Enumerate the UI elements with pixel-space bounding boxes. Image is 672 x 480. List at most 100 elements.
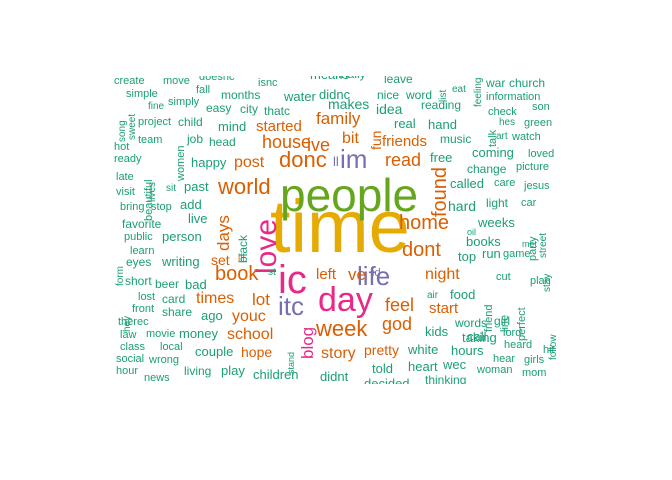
word-friends: friends <box>382 133 428 150</box>
word-god: god <box>382 314 413 334</box>
word-story: story <box>321 345 356 362</box>
word-girls: girls <box>524 354 545 366</box>
word-hours: hours <box>451 343 484 358</box>
word-call: call <box>467 329 487 344</box>
word-play: play <box>221 363 245 378</box>
word-ive: ive <box>307 135 331 155</box>
word-therec: therec <box>118 316 149 328</box>
word-read: read <box>385 150 422 170</box>
word-months: months <box>221 88 261 102</box>
word-doesnc: doesnc <box>199 76 235 83</box>
word-game: game <box>503 248 531 260</box>
word-class: class <box>120 341 146 353</box>
word-finally: finally <box>335 76 366 80</box>
word-short: short <box>125 274 152 288</box>
word-means: means <box>310 76 349 81</box>
word-children: children <box>253 367 299 382</box>
word-front: front <box>132 303 155 315</box>
word-black: black <box>236 235 250 264</box>
word-plan: plan <box>530 275 551 287</box>
word-happy: happy <box>191 155 227 170</box>
word-makes: makes <box>328 96 370 112</box>
word-writing: writing <box>162 254 200 269</box>
word-free: free <box>430 150 453 165</box>
word-nice: nice <box>377 88 400 102</box>
word-change: change <box>467 162 507 176</box>
word-movie: movie <box>146 328 176 340</box>
word-learn: learn <box>130 245 155 257</box>
word-ill: ill <box>238 253 245 264</box>
word-top: top <box>458 249 477 264</box>
word-book: book <box>215 263 259 285</box>
word-share: share <box>162 305 193 319</box>
word-project: project <box>138 116 172 128</box>
word-social: social <box>116 353 145 365</box>
word-war: war <box>486 76 506 90</box>
word-street: street <box>538 232 549 258</box>
word-sweet: sweet <box>127 113 138 140</box>
word-hand: hand <box>428 117 457 132</box>
word-feeling: feeling <box>473 77 484 107</box>
word-heard: heard <box>504 339 533 351</box>
word-called: called <box>450 176 484 191</box>
word-pretty: pretty <box>364 342 400 358</box>
word-son: son <box>532 101 550 113</box>
word-idea: idea <box>376 101 403 117</box>
word-house: house <box>262 132 312 152</box>
word-bring: bring <box>120 201 145 213</box>
word-women: women <box>175 145 187 181</box>
word-visit: visit <box>116 186 135 198</box>
word-care: care <box>494 177 516 189</box>
word-woman: woman <box>477 364 513 376</box>
word-blog: blog <box>298 327 317 360</box>
word-music: music <box>440 132 472 146</box>
word-stop: stop <box>151 201 172 213</box>
word-start: start <box>429 300 459 317</box>
word-water: water <box>284 89 316 104</box>
word-didnc: didnc <box>319 87 351 102</box>
word-school: school <box>227 326 274 343</box>
word-cloud-canvas: time people ic day love life im itc world donc hom… <box>112 76 568 384</box>
word-taking: taking <box>462 330 497 345</box>
word-job: job <box>187 132 204 146</box>
word-words: words <box>455 316 488 330</box>
word-night: night <box>425 266 460 283</box>
word-hour: hour <box>116 365 139 377</box>
word-heart: heart <box>408 359 438 374</box>
word-youc: youc <box>232 308 266 325</box>
word-dont: dont <box>402 239 441 261</box>
word-person: person <box>162 229 202 244</box>
word-sit: sit <box>166 183 176 194</box>
word-week: week <box>316 316 368 341</box>
word-world: world <box>218 174 271 199</box>
word-public: public <box>124 231 153 243</box>
word-thinking: thinking <box>425 373 467 384</box>
word-hes: hes <box>499 117 516 128</box>
word-hit: hit <box>543 344 555 356</box>
word-isnc: isnc <box>258 77 278 89</box>
word-watch: watch <box>512 131 541 143</box>
word-hot: hot <box>114 141 130 153</box>
word-lot: lot <box>252 290 270 309</box>
word-thatc: thatc <box>264 104 291 118</box>
word-bad: bad <box>185 277 207 292</box>
word-leave: leave <box>384 76 413 86</box>
word-oil: oil <box>467 227 477 237</box>
word-light: light <box>486 196 509 210</box>
word-information: information <box>486 91 541 103</box>
word-decided: decided <box>364 376 410 384</box>
word-ago: ago <box>201 308 223 323</box>
word-late: late <box>116 171 134 183</box>
word-left: left <box>316 266 337 283</box>
word-run: run <box>482 246 501 261</box>
word-green: green <box>524 117 553 129</box>
word-found: found <box>429 166 451 217</box>
word-mom: mom <box>522 367 547 379</box>
word-past: past <box>184 179 209 194</box>
word-eyes: eyes <box>126 255 152 269</box>
word-reading: reading <box>421 98 462 112</box>
word-st: st <box>268 267 276 278</box>
word-hope: hope <box>241 344 273 360</box>
word-local: local <box>160 341 183 353</box>
